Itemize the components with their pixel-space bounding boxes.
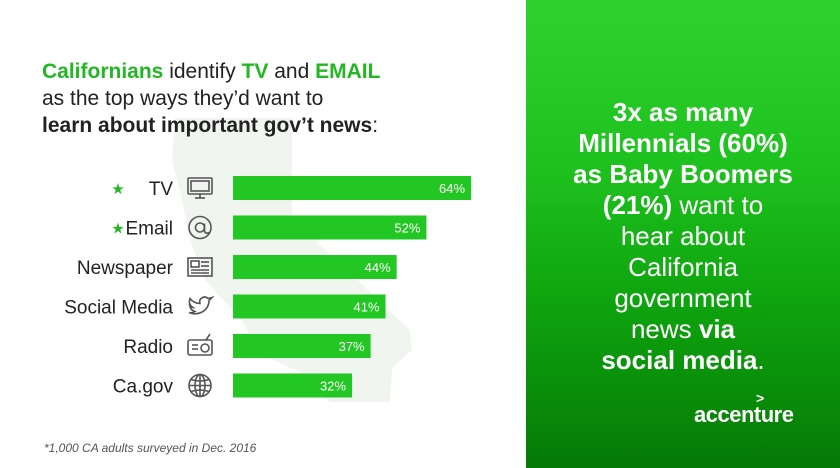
stat-line-8: news via	[526, 314, 840, 345]
headline-colon: :	[372, 114, 379, 137]
value-label: 41%	[353, 300, 379, 315]
footnote: *1,000 CA adults surveyed in Dec. 2016	[44, 441, 257, 455]
headline-and: and	[268, 60, 316, 83]
stat-line-7: government	[614, 283, 752, 313]
star-icon: ★	[111, 220, 124, 238]
stat-text: 3x as many Millennials (60%) as Baby Boo…	[526, 97, 840, 376]
stat-want-to: want to	[672, 190, 764, 220]
bar	[233, 334, 371, 358]
stat-panel: 3x as many Millennials (60%) as Baby Boo…	[526, 0, 840, 468]
left-panel: Californians identify TV and EMAIL as th…	[42, 58, 512, 455]
category-label: Ca.gov	[113, 377, 174, 398]
stat-news: news	[630, 314, 699, 344]
bar	[233, 255, 397, 279]
category-label: Newspaper	[77, 258, 174, 279]
headline-learn: learn about important gov’t news	[42, 114, 373, 137]
headline: Californians identify TV and EMAIL as th…	[42, 58, 512, 139]
category-label: Radio	[123, 337, 173, 358]
twitter-bird-icon	[188, 296, 215, 315]
bar	[233, 294, 386, 319]
stat-line-5: hear about	[620, 221, 746, 251]
globe-icon	[188, 373, 212, 398]
headline-californians: Californians	[42, 60, 164, 83]
bar	[233, 373, 353, 398]
category-label: Email	[125, 219, 173, 240]
tv-icon	[187, 177, 213, 199]
headline-line-1: Californians identify TV and EMAIL	[42, 58, 512, 85]
headline-tv: TV	[241, 60, 269, 83]
newspaper-icon	[187, 257, 213, 277]
value-label: 52%	[394, 221, 420, 236]
bar	[233, 215, 427, 240]
category-label: TV	[149, 179, 174, 200]
stat-21-percent: (21%)	[602, 190, 673, 220]
stat-line-2: Millennials (60%)	[578, 128, 788, 158]
headline-identify: identify	[163, 60, 242, 83]
brand-name: accenture	[694, 402, 794, 427]
accenture-logo: accenture >	[694, 390, 794, 428]
divider	[520, 0, 526, 468]
value-label: 44%	[365, 260, 391, 275]
stat-period: .	[757, 345, 765, 375]
stat-line-1: 3x as many	[612, 97, 754, 127]
headline-email: EMAIL	[315, 60, 381, 83]
value-label: 64%	[439, 181, 465, 196]
bar	[233, 176, 472, 200]
value-label: 32%	[320, 379, 346, 394]
stat-line-9: social media.	[526, 345, 840, 376]
stat-line-4: (21%) want to	[526, 190, 840, 221]
headline-line-3: learn about important gov’t news:	[42, 112, 512, 139]
stat-social-media: social media	[601, 345, 758, 375]
headline-line-2: as the top ways they’d want to	[42, 87, 324, 110]
category-label: Social Media	[64, 298, 173, 319]
brand-mark: >	[756, 390, 764, 406]
at-icon	[188, 215, 212, 240]
stat-line-3: as Baby Boomers	[573, 159, 793, 189]
stat-line-6: California	[628, 252, 738, 282]
radio-icon	[187, 333, 213, 356]
value-label: 37%	[339, 339, 365, 354]
star-icon: ★	[111, 180, 124, 198]
stat-via: via	[698, 314, 736, 344]
